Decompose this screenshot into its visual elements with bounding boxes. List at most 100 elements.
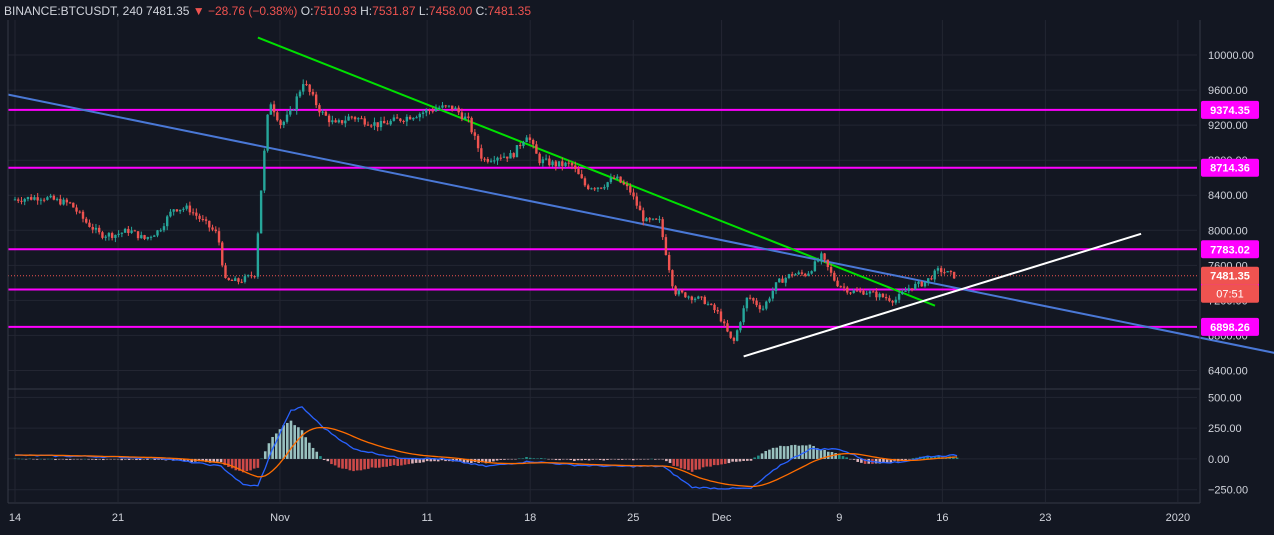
macd-histogram-bar <box>370 458 374 468</box>
low-label: L: <box>418 4 429 18</box>
macd-histogram-bar <box>355 458 359 471</box>
macd-histogram-bar <box>543 458 547 460</box>
candle-body <box>376 122 379 128</box>
candle-body <box>399 118 402 121</box>
candle-body <box>687 296 690 298</box>
candle-body <box>476 135 480 149</box>
macd-histogram-bar <box>609 458 613 460</box>
candle-body <box>745 297 749 309</box>
macd-histogram-bar <box>646 458 650 460</box>
candle-body <box>127 228 130 233</box>
macd-histogram-bar <box>462 458 466 463</box>
candle-body <box>289 110 292 115</box>
level-tag <box>1201 240 1259 259</box>
macd-histogram-bar <box>539 458 543 459</box>
macd-histogram-bar <box>878 458 882 464</box>
candle-body <box>94 227 98 230</box>
macd-histogram-bar <box>381 458 385 467</box>
macd-histogram-bar <box>227 458 230 467</box>
macd-histogram-bar <box>68 458 72 460</box>
candle-body <box>528 137 532 140</box>
trend-line-white[interactable] <box>743 232 1142 358</box>
countdown-tag <box>1201 284 1259 303</box>
time-tick-label: Dec <box>712 512 732 524</box>
macd-histogram-bar <box>595 458 598 460</box>
candle-body <box>457 107 460 113</box>
macd-histogram-bar <box>720 458 723 465</box>
time-tick-label: Nov <box>270 512 290 524</box>
candle-body <box>311 91 315 95</box>
macd-histogram-bar <box>21 458 24 460</box>
candle-body <box>392 117 396 121</box>
macd-histogram-bar <box>904 458 907 460</box>
candle-body <box>690 296 694 300</box>
candle-body <box>629 186 632 193</box>
candle-body <box>839 286 842 288</box>
macd-histogram-bar <box>742 458 745 461</box>
candle-body <box>509 153 512 159</box>
candle-body <box>146 237 149 239</box>
candle-body <box>606 182 609 188</box>
candle-body <box>240 281 243 283</box>
macd-histogram-bar <box>274 433 278 459</box>
candle-body <box>930 278 933 280</box>
macd-histogram-bar <box>606 458 609 460</box>
macd-histogram-bar <box>679 458 683 469</box>
candle-body <box>360 118 363 120</box>
macd-histogram-bar <box>322 458 326 460</box>
macd-histogram-bar <box>267 443 271 459</box>
candle-body <box>266 114 269 151</box>
candle-body <box>402 120 405 122</box>
candle-body <box>664 237 668 256</box>
candle-body <box>78 211 81 213</box>
candle-body <box>829 267 833 273</box>
macd-histogram-bar <box>933 456 937 459</box>
macd-histogram-bar <box>528 457 532 459</box>
macd-histogram-bar <box>668 458 672 463</box>
candle-body <box>425 109 428 113</box>
macd-histogram-bar <box>149 458 153 460</box>
level-tag-text: 8714.36 <box>1210 163 1250 175</box>
candle-body <box>765 301 768 309</box>
candle-body <box>599 187 603 189</box>
macd-histogram-bar <box>683 458 687 470</box>
macd-tick-label: 250.00 <box>1208 423 1242 435</box>
candle-body <box>561 161 564 166</box>
macd-histogram-bar <box>698 458 701 470</box>
axis-labels: 10000.009600.009200.008800.008400.008000… <box>9 50 1259 524</box>
candle-body <box>42 199 46 201</box>
macd-histogram-bar <box>24 458 28 460</box>
candle-body <box>117 233 120 235</box>
macd-histogram-bar <box>495 458 499 461</box>
candle-body <box>214 229 217 232</box>
macd-histogram-bar <box>790 445 793 459</box>
candle-body <box>243 276 247 282</box>
macd-histogram-bar <box>838 454 841 459</box>
candle-body <box>438 107 441 109</box>
candle-body <box>386 123 389 125</box>
candle-body <box>195 212 198 216</box>
candle-body <box>85 218 88 223</box>
candle-body <box>321 111 324 113</box>
macd-histogram-bar <box>414 458 418 463</box>
candle-body <box>952 271 956 279</box>
macd-histogram-bar <box>576 458 580 461</box>
macd-histogram-bar <box>819 449 823 459</box>
macd-histogram-bar <box>352 458 355 472</box>
candle-body <box>846 287 849 293</box>
candle-body <box>269 104 273 115</box>
macd-histogram-bar <box>734 458 738 462</box>
level-tag <box>1201 100 1259 119</box>
macd-histogram-bar <box>642 458 646 460</box>
macd-histogram-bar <box>492 458 495 462</box>
macd-histogram-bar <box>39 458 43 460</box>
macd-histogram-bar <box>90 458 94 460</box>
macd-histogram-bar <box>326 458 330 462</box>
candle-body <box>88 222 91 227</box>
macd-histogram-bar <box>782 446 786 459</box>
macd-histogram-bar <box>815 448 819 459</box>
candle-body <box>428 109 431 111</box>
candle-body <box>862 290 865 295</box>
candle-body <box>894 299 898 303</box>
